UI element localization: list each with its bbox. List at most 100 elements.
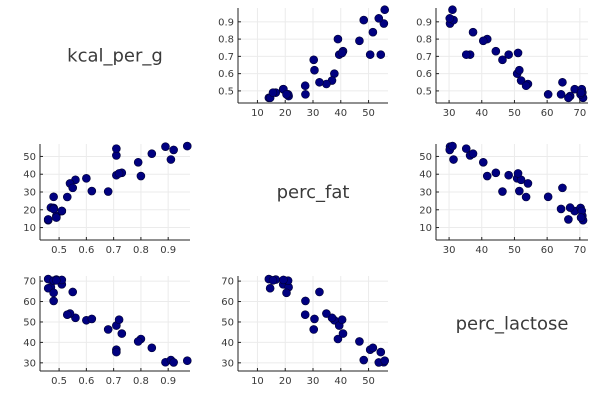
panel-r0-c1: 10 20 30 40 50 0.5 0.6 0.7 0.8 0.9 xyxy=(218,5,390,119)
scatter-point xyxy=(376,347,386,357)
y-tick-label: 0.6 xyxy=(416,69,432,80)
scatter-point xyxy=(333,334,343,344)
x-tick-label: 60 xyxy=(541,245,554,256)
x-tick-label: 40 xyxy=(475,108,488,119)
scatter-point xyxy=(43,283,53,293)
scatter-point xyxy=(498,187,507,196)
panel-r0-c2: 30 40 50 60 70 0.5 0.6 0.7 0.8 0.9 xyxy=(416,5,588,119)
y-tick-label: 40 xyxy=(419,170,432,181)
panel-r2-c0: 0.5 0.6 0.7 0.8 0.9 30 40 50 60 70 xyxy=(23,274,192,387)
y-tick-label: 60 xyxy=(221,297,234,308)
scatter-point xyxy=(49,296,58,306)
scatter-point xyxy=(376,50,386,59)
x-tick-label: 20 xyxy=(279,376,292,387)
y-tick-label: 20 xyxy=(23,205,36,216)
scatter-point xyxy=(333,34,343,44)
x-tick-label: 0.7 xyxy=(106,245,122,256)
y-tick-label: 70 xyxy=(23,277,36,288)
y-tick-label: 70 xyxy=(221,277,234,288)
scatter-point xyxy=(504,50,513,59)
y-tick-label: 0.9 xyxy=(416,17,432,28)
scatter-point xyxy=(338,329,348,338)
scatter-point xyxy=(310,65,319,75)
y-tick-label: 40 xyxy=(221,338,234,349)
scatter-point xyxy=(282,90,291,99)
scatter-point xyxy=(523,179,533,188)
y-tick-label: 30 xyxy=(23,188,36,199)
scatter-point xyxy=(114,315,124,325)
x-tick-label: 0.5 xyxy=(51,245,67,256)
panel-r1-c0: 0.5 0.6 0.7 0.8 0.9 10 20 30 40 50 xyxy=(23,141,192,256)
scatter-point xyxy=(315,77,324,87)
variable-label-perc_fat: perc_fat xyxy=(277,182,350,203)
scatter-point xyxy=(380,5,390,15)
scatter-point xyxy=(43,215,53,224)
x-tick-label: 30 xyxy=(307,108,320,119)
scatter-point xyxy=(147,343,157,353)
scatter-point xyxy=(448,5,457,15)
scatter-point xyxy=(112,347,121,357)
y-tick-label: 10 xyxy=(23,223,36,234)
y-tick-label: 30 xyxy=(419,188,432,199)
y-tick-label: 0.8 xyxy=(218,35,234,46)
y-tick-label: 0.5 xyxy=(218,86,234,97)
scatter-point xyxy=(337,48,347,58)
scatter-point xyxy=(576,213,586,222)
scatter-point xyxy=(564,215,573,224)
scatter-point xyxy=(265,283,275,293)
x-tick-label: 0.8 xyxy=(133,245,149,256)
y-tick-label: 10 xyxy=(419,223,432,234)
scatter-point xyxy=(268,276,278,285)
scatter-point xyxy=(166,155,176,164)
x-tick-label: 40 xyxy=(334,376,347,387)
scatter-point xyxy=(359,15,369,25)
y-tick-label: 0.7 xyxy=(218,52,234,63)
scatter-point xyxy=(564,93,573,103)
scatter-point xyxy=(504,170,513,180)
scatter-point xyxy=(558,183,567,193)
scatter-point xyxy=(301,296,310,306)
scatter-point xyxy=(482,171,492,181)
scatter-point xyxy=(448,141,457,151)
scatter-point xyxy=(498,55,507,65)
scatter-point xyxy=(52,213,61,222)
scatter-point xyxy=(368,343,378,353)
scatter-point xyxy=(268,88,278,97)
variable-label-perc_lactose: perc_lactose xyxy=(456,314,569,335)
x-tick-label: 50 xyxy=(362,108,375,119)
scatter-point xyxy=(515,186,524,196)
y-tick-label: 40 xyxy=(23,338,36,349)
scatter-point xyxy=(478,157,488,167)
scatter-point xyxy=(103,325,113,334)
scatter-point xyxy=(68,287,78,297)
x-tick-label: 40 xyxy=(334,108,347,119)
scatter-point xyxy=(355,337,364,346)
y-tick-label: 50 xyxy=(23,152,36,163)
x-tick-label: 30 xyxy=(443,245,456,256)
scatter-point xyxy=(300,310,310,319)
scatter-point xyxy=(68,183,78,193)
x-tick-label: 0.7 xyxy=(106,376,122,387)
scatter-point xyxy=(300,81,310,91)
scatter-point xyxy=(82,174,91,183)
variable-label-kcal_per_g: kcal_per_g xyxy=(67,46,163,67)
scatter-point xyxy=(169,145,178,155)
x-tick-label: 0.6 xyxy=(78,376,94,387)
scatter-point xyxy=(558,77,567,87)
x-tick-label: 30 xyxy=(307,376,320,387)
scatter-point xyxy=(57,206,67,216)
scatter-point xyxy=(310,314,319,324)
scatter-point xyxy=(491,168,501,178)
scatter-point xyxy=(565,203,575,212)
y-tick-label: 60 xyxy=(23,297,36,308)
x-tick-label: 50 xyxy=(362,376,375,387)
x-tick-label: 10 xyxy=(251,108,264,119)
scatter-point xyxy=(114,169,124,178)
scatter-point xyxy=(49,288,58,298)
x-tick-label: 40 xyxy=(475,245,488,256)
scatter-point xyxy=(461,50,471,59)
scatter-point xyxy=(322,309,331,318)
scatter-point xyxy=(49,204,58,214)
scatter-point xyxy=(147,149,157,158)
panel-r2-c1: 10 20 30 40 50 30 40 50 60 70 xyxy=(221,274,390,387)
